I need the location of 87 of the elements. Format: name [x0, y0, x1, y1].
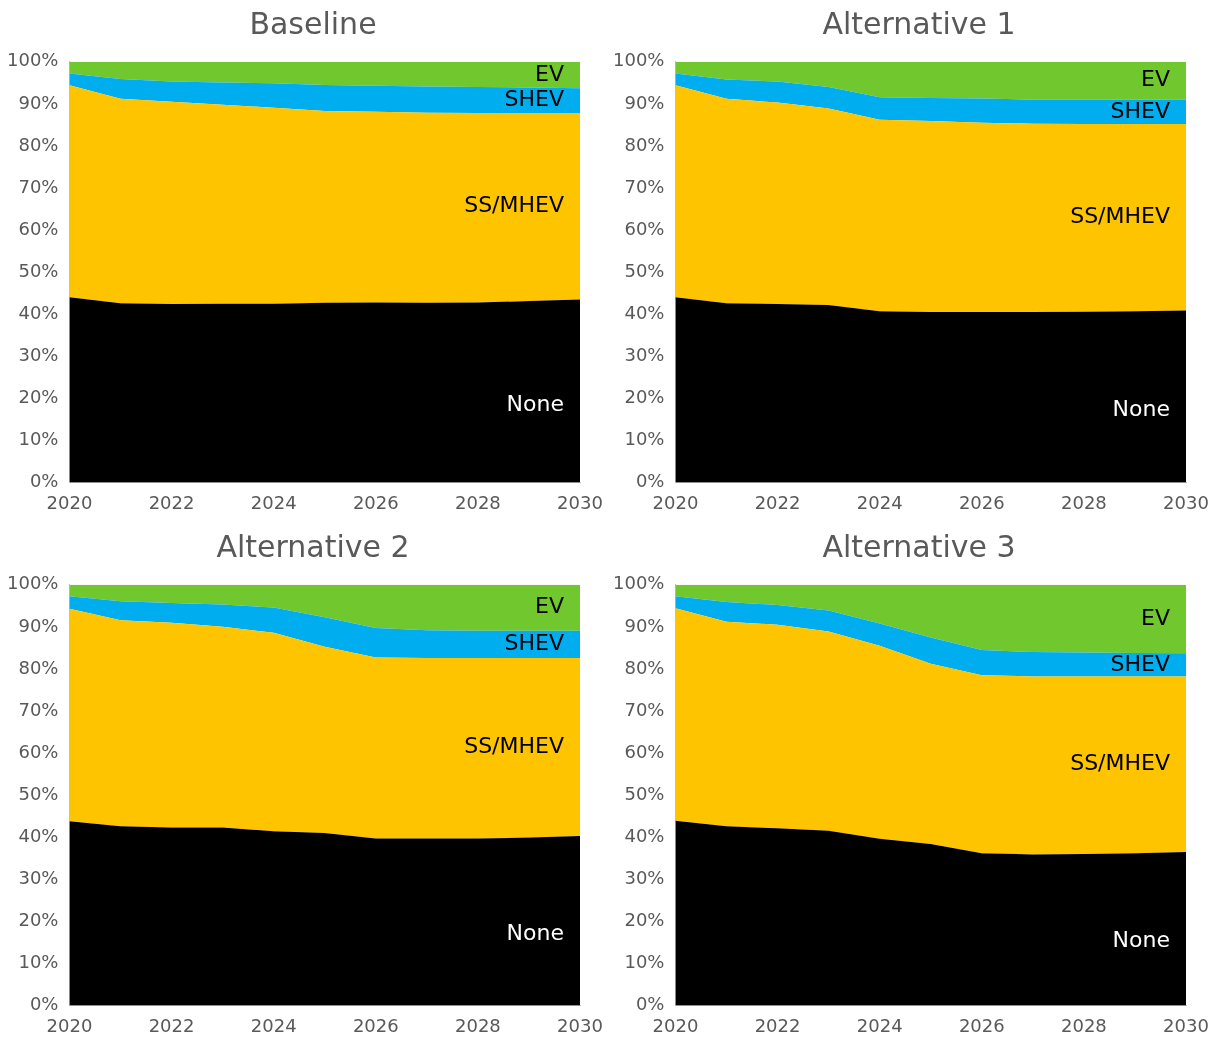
x-tick-label: 2028: [1060, 491, 1107, 513]
y-tick-label: 100%: [612, 49, 665, 71]
x-tick-label: 2020: [46, 491, 93, 513]
x-tick-label: 2024: [250, 491, 297, 513]
y-tick-label: 0%: [29, 993, 59, 1015]
y-tick-label: 0%: [635, 470, 665, 492]
y-tick-label: 30%: [18, 343, 59, 365]
y-tick-label: 50%: [624, 259, 665, 281]
y-tick-label: 10%: [624, 951, 665, 973]
series-label: SHEV: [504, 630, 564, 656]
chart-title: Alternative 3: [821, 528, 1017, 566]
y-tick-label: 20%: [18, 385, 59, 407]
series-label: EV: [535, 593, 564, 619]
x-tick-label: 2028: [454, 491, 501, 513]
chart-title: Alternative 2: [215, 528, 411, 566]
x-tick-label: 2030: [1163, 491, 1209, 513]
y-tick-label: 80%: [624, 133, 665, 155]
x-tick-label: 2020: [46, 1014, 93, 1036]
y-tick-label: 30%: [624, 866, 665, 888]
y-tick-label: 40%: [18, 301, 59, 323]
x-tick-label: 2024: [856, 1014, 903, 1036]
y-tick-label: 90%: [18, 614, 59, 636]
series-label: None: [506, 391, 564, 417]
y-tick-label: 90%: [624, 614, 665, 636]
x-tick-label: 2022: [754, 1014, 801, 1036]
x-tick-label: 2020: [652, 1014, 699, 1036]
x-tick-label: 2024: [250, 1014, 297, 1036]
series-label: SS/MHEV: [464, 732, 564, 758]
series-label: SHEV: [1110, 650, 1170, 676]
x-tick-label: 2028: [1060, 1014, 1107, 1036]
y-tick-label: 40%: [624, 824, 665, 846]
y-tick-label: 0%: [29, 470, 59, 492]
y-tick-label: 90%: [624, 91, 665, 113]
x-tick-label: 2030: [1163, 1014, 1209, 1036]
y-tick-label: 50%: [18, 259, 59, 281]
series-label: SHEV: [1110, 97, 1170, 123]
y-tick-label: 70%: [624, 698, 665, 720]
x-tick-label: 2026: [958, 491, 1005, 513]
x-tick-label: 2022: [148, 491, 195, 513]
y-tick-label: 100%: [6, 572, 59, 594]
x-tick-label: 2028: [454, 1014, 501, 1036]
series-label: EV: [1141, 66, 1170, 92]
y-tick-label: 50%: [18, 782, 59, 804]
y-tick-label: 10%: [624, 428, 665, 450]
chart-title: Alternative 1: [821, 5, 1017, 43]
x-tick-label: 2026: [352, 1014, 399, 1036]
x-tick-label: 2024: [856, 491, 903, 513]
y-tick-label: 80%: [624, 656, 665, 678]
y-tick-label: 70%: [18, 698, 59, 720]
series-label: None: [1112, 395, 1170, 421]
y-tick-label: 0%: [635, 993, 665, 1015]
x-tick-label: 2022: [754, 491, 801, 513]
y-tick-label: 70%: [18, 175, 59, 197]
series-label: SS/MHEV: [464, 191, 564, 217]
x-tick-label: 2026: [352, 491, 399, 513]
x-tick-label: 2020: [652, 491, 699, 513]
y-tick-label: 70%: [624, 175, 665, 197]
x-tick-label: 2026: [958, 1014, 1005, 1036]
y-tick-label: 30%: [624, 343, 665, 365]
x-tick-label: 2030: [557, 1014, 603, 1036]
series-label: None: [1112, 926, 1170, 952]
y-tick-label: 20%: [624, 908, 665, 930]
y-tick-label: 60%: [624, 217, 665, 239]
y-tick-label: 80%: [18, 656, 59, 678]
series-label: EV: [1141, 604, 1170, 630]
y-tick-label: 20%: [624, 385, 665, 407]
y-tick-label: 100%: [612, 572, 665, 594]
series-label: SS/MHEV: [1070, 202, 1170, 228]
y-tick-label: 10%: [18, 428, 59, 450]
x-tick-label: 2022: [148, 1014, 195, 1036]
series-label: SHEV: [504, 86, 564, 112]
y-tick-label: 20%: [18, 908, 59, 930]
series-label: SS/MHEV: [1070, 749, 1170, 775]
y-tick-label: 60%: [624, 740, 665, 762]
y-tick-label: 90%: [18, 91, 59, 113]
y-tick-label: 80%: [18, 133, 59, 155]
y-tick-label: 60%: [18, 740, 59, 762]
y-tick-label: 40%: [624, 301, 665, 323]
y-tick-label: 40%: [18, 824, 59, 846]
y-tick-label: 100%: [6, 49, 59, 71]
y-tick-label: 50%: [624, 782, 665, 804]
chart-title: Baseline: [248, 5, 378, 43]
y-tick-label: 30%: [18, 866, 59, 888]
y-tick-label: 60%: [18, 217, 59, 239]
y-tick-label: 10%: [18, 951, 59, 973]
series-label: None: [506, 919, 564, 945]
x-tick-label: 2030: [557, 491, 603, 513]
